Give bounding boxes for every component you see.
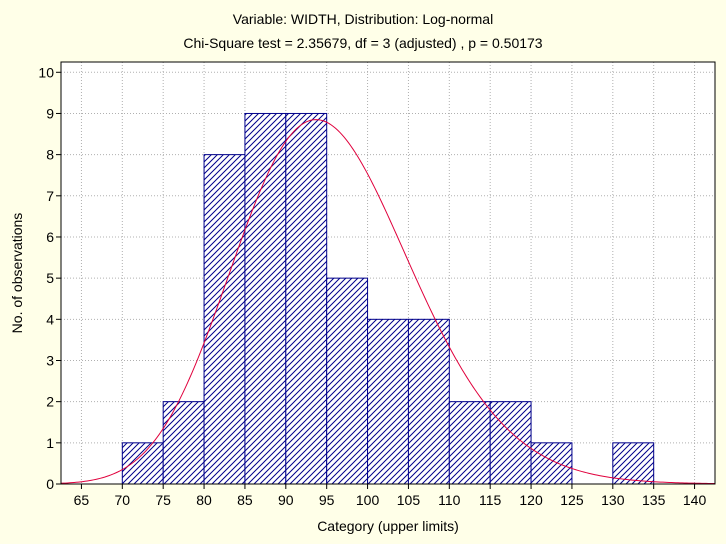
y-tick-label: 3 (46, 352, 54, 368)
histogram-bar (448, 401, 491, 485)
x-tick-label: 130 (601, 492, 625, 508)
y-tick-label: 8 (46, 147, 54, 163)
x-tick-label: 90 (278, 492, 294, 508)
x-tick-label: 65 (74, 492, 90, 508)
histogram-bar (121, 442, 164, 485)
x-tick-label: 125 (560, 492, 584, 508)
y-tick-label: 1 (46, 435, 54, 451)
y-tick-label: 0 (46, 476, 54, 492)
y-tick-label: 6 (46, 229, 54, 245)
x-tick-label: 120 (519, 492, 543, 508)
y-tick-label: 4 (46, 311, 54, 327)
histogram-bar (326, 277, 369, 485)
histogram-bar (612, 442, 655, 485)
chart-subtitle: Chi-Square test = 2.35679, df = 3 (adjus… (183, 35, 542, 51)
y-tick-label: 2 (46, 394, 54, 410)
x-tick-label: 110 (438, 492, 461, 508)
histogram-bar (367, 318, 409, 485)
y-tick-label: 5 (46, 270, 54, 286)
histogram-bar (285, 112, 328, 485)
x-tick-label: 115 (479, 492, 502, 508)
histogram-bar (407, 318, 450, 485)
x-tick-label: 75 (155, 492, 171, 508)
x-tick-label: 140 (683, 492, 707, 508)
histogram-bars (121, 112, 655, 485)
y-axis-label: No. of observations (9, 213, 25, 334)
fitted-lognormal-curve (61, 119, 715, 484)
y-axis-ticks: 0 1 2 3 4 5 6 7 8 9 10 (38, 64, 61, 492)
histogram-bar (530, 442, 573, 485)
histogram-bar (489, 401, 532, 485)
plot-frame (60, 61, 716, 485)
chart-title: Variable: WIDTH, Distribution: Log-norma… (233, 11, 493, 27)
y-tick-label: 7 (46, 188, 54, 204)
histogram-bar (203, 154, 246, 485)
x-tick-label: 100 (356, 492, 380, 508)
x-axis-label: Category (upper limits) (317, 518, 459, 534)
histogram-bar (162, 401, 205, 485)
x-tick-label: 105 (397, 492, 421, 508)
y-tick-label: 10 (38, 64, 54, 80)
x-axis-ticks: 65 70 75 80 85 90 95 100 105 110 115 120 125 130 135 14… (74, 484, 707, 508)
y-tick-label: 9 (46, 105, 54, 121)
x-tick-label: 95 (319, 492, 335, 508)
x-tick-label: 70 (115, 492, 131, 508)
x-tick-label: 80 (196, 492, 212, 508)
histogram-bar (244, 112, 287, 485)
x-tick-label: 135 (642, 492, 666, 508)
x-tick-label: 85 (237, 492, 253, 508)
